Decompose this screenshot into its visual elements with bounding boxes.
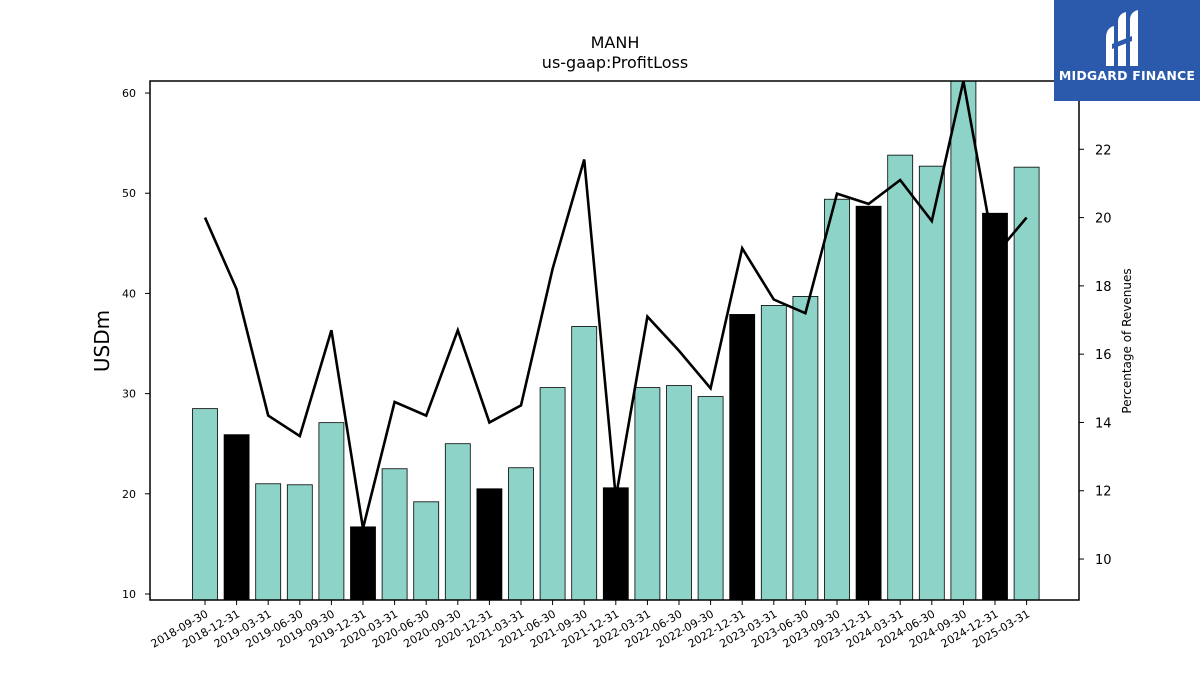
bar: [634, 387, 661, 601]
bar: [729, 314, 756, 601]
y-tick-label: 20: [122, 488, 136, 501]
y-right-tick-label: 22: [1095, 143, 1112, 158]
brand-logo: MIDGARD FINANCE: [1054, 0, 1200, 101]
bar: [887, 154, 914, 601]
bar: [602, 487, 629, 601]
bar: [192, 408, 218, 601]
bar: [413, 501, 440, 601]
y-tick-label: 60: [122, 87, 136, 100]
bar: [760, 305, 787, 601]
y-right-tick-label: 20: [1095, 212, 1112, 227]
y-right-tick-label: 10: [1095, 553, 1112, 568]
bar: [350, 526, 376, 601]
y-axis-label-left: USDm: [90, 310, 114, 372]
bar: [223, 434, 250, 601]
bar: [982, 212, 1008, 601]
logo-text: MIDGARD FINANCE: [1058, 68, 1196, 83]
series-line: [203, 80, 1028, 529]
line-group: [203, 80, 1028, 529]
y-right-tick-label: 16: [1095, 348, 1112, 363]
midgard-logo-icon: [1106, 10, 1138, 66]
y-axis-label-right: Percentage of Revenues: [1120, 268, 1134, 413]
y-right-tick-label: 12: [1095, 485, 1112, 500]
chart-subtitle: us-gaap:ProfitLoss: [542, 53, 688, 72]
y-right-tick-label: 14: [1095, 416, 1112, 431]
y-tick-label: 40: [122, 287, 136, 300]
bar: [792, 296, 819, 601]
x-axis: 2018-09-302018-12-312019-03-312019-06-30…: [149, 600, 1032, 651]
bar: [571, 326, 598, 601]
bar: [255, 483, 282, 601]
bar: [508, 467, 534, 601]
chart-title: MANH: [591, 33, 640, 52]
bar: [476, 488, 503, 601]
axes-frame: [149, 80, 1080, 601]
bar: [286, 484, 313, 601]
bar: [539, 387, 566, 601]
y-tick-label: 30: [122, 388, 136, 401]
bar: [666, 385, 692, 601]
left-axis: 10 20 30 40 50 60: [122, 87, 150, 601]
bar: [318, 422, 345, 601]
right-axis: 10 12 14 16 18 20 22: [1079, 143, 1112, 568]
bar: [918, 165, 945, 601]
bar: [950, 80, 977, 601]
bar: [697, 396, 724, 601]
y-tick-label: 50: [122, 187, 136, 200]
bars-group: [192, 80, 1040, 601]
bar: [855, 205, 882, 601]
bar: [1013, 166, 1040, 601]
y-right-tick-label: 18: [1095, 280, 1112, 295]
bar: [824, 198, 850, 601]
y-tick-label: 10: [122, 588, 136, 601]
bar: [381, 468, 408, 601]
bar: [444, 443, 471, 601]
